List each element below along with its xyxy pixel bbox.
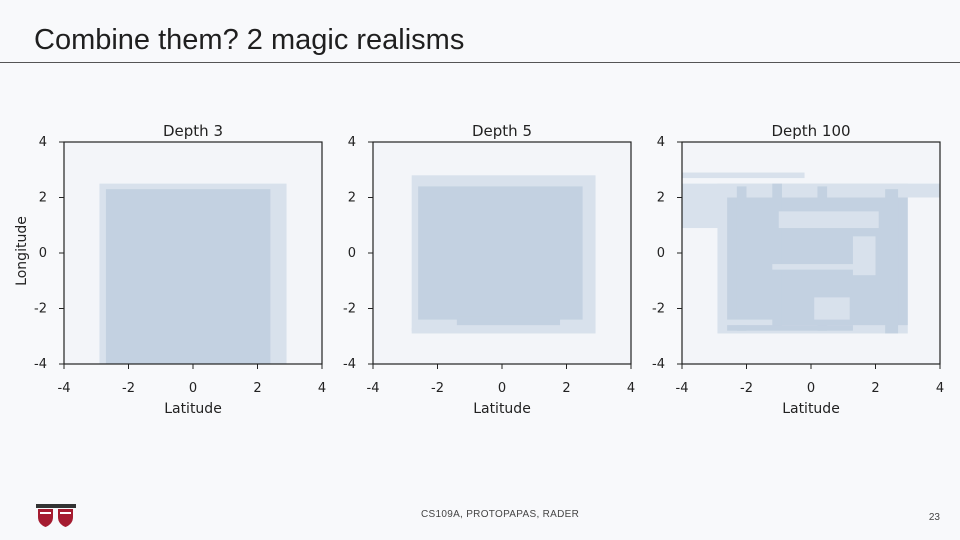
y-tick-label: -4 [343, 357, 356, 372]
decision-region [456, 316, 561, 326]
x-tick-label: -4 [676, 381, 689, 396]
decision-region [727, 325, 853, 331]
logo-shield-right [58, 509, 73, 527]
decision-region [814, 297, 850, 320]
y-tick-label: -2 [343, 302, 356, 317]
decision-region [717, 319, 773, 326]
y-tick-label: 0 [39, 246, 47, 261]
y-axis-label: Longitude [14, 216, 30, 286]
decision-region [778, 211, 879, 229]
decision-region [817, 186, 828, 331]
x-tick-label: -2 [740, 381, 753, 396]
y-tick-label: 4 [348, 135, 356, 150]
x-tick-label: 0 [189, 381, 197, 396]
y-tick-label: -2 [34, 302, 47, 317]
x-tick-label: 2 [871, 381, 879, 396]
y-tick-label: 2 [348, 191, 356, 206]
logo-banner [36, 504, 76, 508]
logo-shield-left [38, 509, 53, 527]
x-tick-label: 0 [498, 381, 506, 396]
chart-title: Depth 5 [472, 122, 532, 140]
chart-1: -4 -2 0 2 4 4 2 0 -2 -4 Depth 3 Latitude Longitude [14, 122, 326, 417]
y-tick-label: 0 [657, 246, 665, 261]
x-tick-label: -2 [431, 381, 444, 396]
chart-3: -4 -2 0 2 4 4 2 0 -2 -4 Depth 100 Latitude [652, 122, 944, 417]
chart-title: Depth 3 [163, 122, 223, 140]
y-tick-label: 2 [657, 191, 665, 206]
decision-region [885, 189, 899, 334]
chart-title: Depth 100 [771, 122, 850, 140]
title-divider [0, 62, 960, 63]
x-tick-label: 4 [318, 381, 326, 396]
footer-course-authors: CS109A, PROTOPAPAS, RADER [421, 509, 580, 520]
y-tick-label: 0 [348, 246, 356, 261]
x-tick-label: 0 [807, 381, 815, 396]
x-tick-label: 2 [253, 381, 261, 396]
decision-region [736, 186, 747, 331]
logo-book-right [60, 512, 71, 514]
x-tick-label: -4 [367, 381, 380, 396]
decision-region [852, 236, 876, 276]
logo-book-left [40, 512, 51, 514]
decision-region [772, 183, 782, 328]
y-tick-label: 4 [39, 135, 47, 150]
y-tick-label: 2 [39, 191, 47, 206]
x-axis-label: Latitude [782, 401, 840, 417]
y-tick-label: -4 [652, 357, 665, 372]
harvard-logo [36, 504, 76, 527]
x-tick-label: 4 [627, 381, 635, 396]
decision-region [418, 186, 583, 320]
decision-region [682, 172, 805, 179]
x-axis-label: Latitude [473, 401, 531, 417]
x-axis-label: Latitude [164, 401, 222, 417]
decision-region [105, 189, 271, 364]
y-tick-label: 4 [657, 135, 665, 150]
chart-2: -4 -2 0 2 4 4 2 0 -2 -4 Depth 5 Latitude [343, 122, 635, 417]
decision-region [772, 264, 876, 270]
y-tick-label: -2 [652, 302, 665, 317]
x-tick-label: -2 [122, 381, 135, 396]
x-tick-label: 4 [936, 381, 944, 396]
slide-title: Combine them? 2 magic realisms [34, 24, 465, 56]
x-tick-label: -4 [58, 381, 71, 396]
x-tick-label: 2 [562, 381, 570, 396]
decision-region [411, 327, 583, 331]
page-number: 23 [928, 512, 940, 523]
y-tick-label: -4 [34, 357, 47, 372]
